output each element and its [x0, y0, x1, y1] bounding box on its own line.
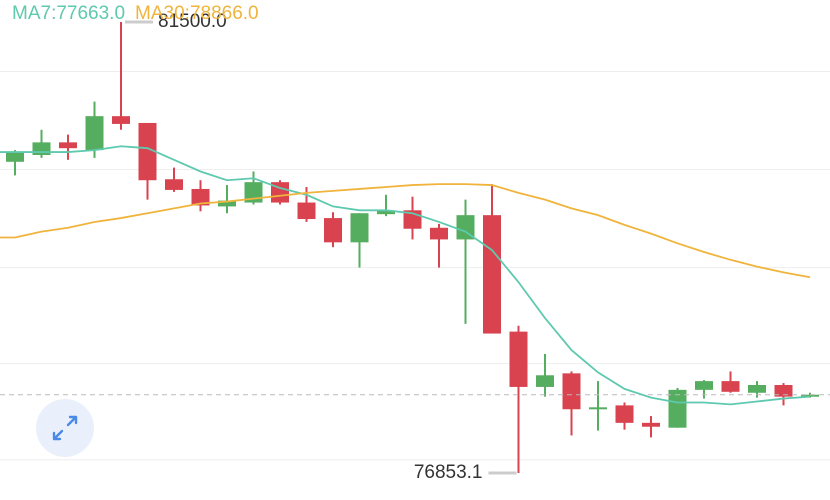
ma-line: [0, 145, 811, 406]
candle-body: [695, 381, 713, 390]
candle-body: [218, 200, 236, 207]
expand-button[interactable]: [36, 399, 94, 457]
candle-body: [615, 405, 634, 423]
ma-line: [0, 183, 811, 279]
candle-body: [191, 188, 210, 206]
candle-body: [377, 210, 395, 215]
candle-body: [721, 381, 740, 392]
expand-icon[interactable]: [52, 415, 78, 441]
candle-body: [430, 227, 448, 240]
high-label: 81500.0: [158, 11, 227, 32]
low-label: 76853.1: [414, 462, 483, 483]
candle-body: [32, 142, 51, 155]
candle-body: [6, 152, 24, 162]
candle-body: [589, 407, 607, 410]
candle-body: [536, 375, 554, 387]
candle-body: [483, 215, 501, 334]
candle-body: [456, 215, 475, 240]
candle-body: [801, 394, 819, 397]
legend-entry: MA7:77663.0: [12, 3, 125, 24]
candle-body: [59, 142, 77, 149]
candle-body: [138, 122, 157, 181]
candle-body: [562, 373, 581, 410]
legend: MA7:77663.0 MA30:78866.0: [12, 3, 259, 24]
plot: 81500.0 76853.1: [0, 11, 830, 483]
candle-body: [642, 422, 660, 427]
candle-body: [350, 213, 369, 243]
grid: [0, 71, 830, 461]
candle-body: [85, 116, 104, 151]
candle-body: [748, 384, 766, 393]
expand-button-bg[interactable]: [36, 399, 94, 457]
legend-entry: MA30:78866.0: [135, 3, 259, 24]
candle-body: [668, 389, 687, 428]
candle-body: [112, 116, 130, 124]
candle-body: [324, 218, 342, 243]
candle-body: [165, 179, 183, 190]
candle-body: [509, 331, 528, 387]
candle-body: [774, 384, 793, 397]
candle-body: [297, 202, 316, 220]
